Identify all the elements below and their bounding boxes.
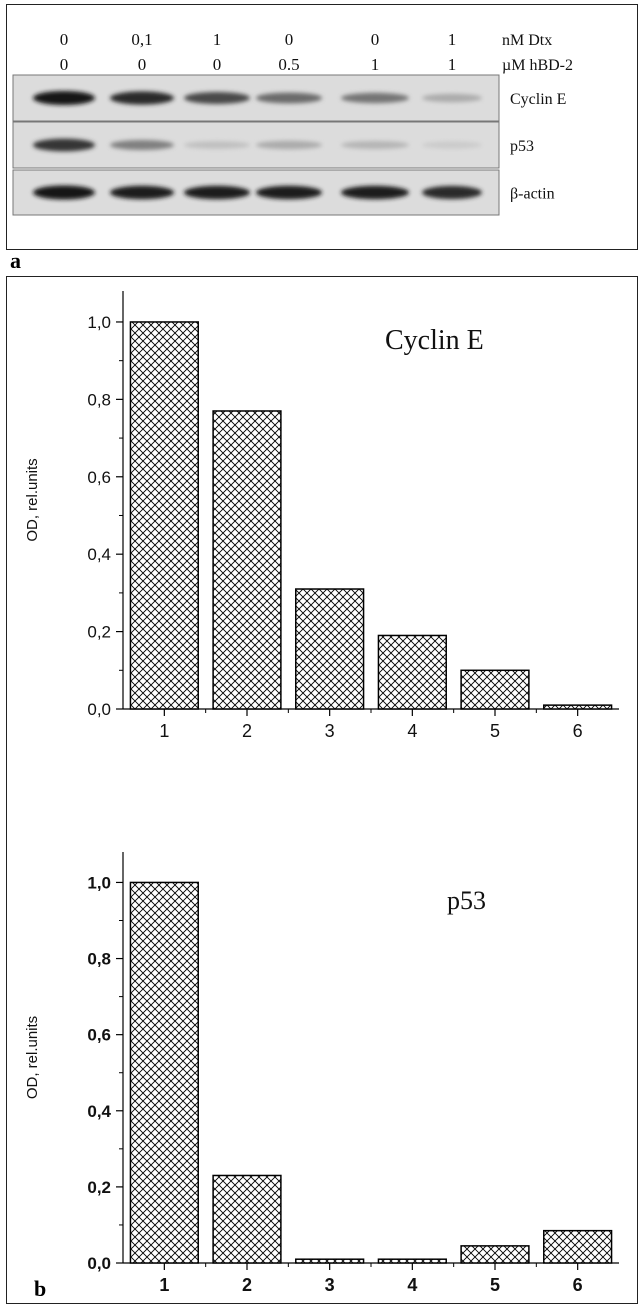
x-tick-label: 5 [490,721,500,741]
cyclin-e-chart: 0,0 0,2 0,4 0,6 0,8 1,0 OD, rel.units 1 2 3 4 5 6 Cyc… [24,291,619,741]
bar [212,1174,282,1264]
bar [129,881,199,1264]
dtx-dose-label: 0 [60,30,69,49]
bar [543,1229,613,1264]
blot-band [110,140,174,150]
protein-label: β-actin [510,186,555,203]
hbd2-dose-label: 1 [371,55,380,74]
y-tick-label: 0,8 [87,950,111,969]
y-tick-label: 0,6 [87,1026,111,1045]
bar-charts-figure: 0,0 0,2 0,4 0,6 0,8 1,0 OD, rel.units 1 2 3 4 5 6 Cyc… [24,291,619,1295]
y-tick-label: 0,4 [87,1102,111,1121]
blot-band [256,140,322,150]
blot-band [422,141,482,149]
dtx-dose-label: 1 [448,30,457,49]
chart-title: p53 [447,886,486,915]
treatment-header: 0 0,1 1 0 0 1 nM Dtx 0 0 0 0.5 1 1 µM hBD-2 [60,30,573,74]
bar [377,634,447,710]
hbd2-dose-label: 0 [138,55,147,74]
hbd2-dose-label: 1 [448,55,457,74]
bar-charts-panel: 0,0 0,2 0,4 0,6 0,8 1,0 OD, rel.units 1 2 3 4 5 6 Cyc… [6,276,638,1304]
dtx-unit-label: nM Dtx [502,32,552,49]
bar [460,669,530,710]
blot-band [33,91,95,105]
panel-a-label: a [10,248,21,273]
y-tick-label: 0,0 [87,1254,111,1273]
protein-label: Cyclin E [510,91,566,108]
y-axis-label: OD, rel.units [24,458,41,541]
y-tick-label: 1,0 [87,313,111,332]
x-tick-label: 1 [159,721,169,741]
blot-band [33,185,95,200]
y-tick-label: 0,4 [87,545,111,564]
blot-band [422,185,482,200]
western-blot-panel: 0 0,1 1 0 0 1 nM Dtx 0 0 0 0.5 1 1 µM hBD-2 Cyclin E p… [6,4,638,250]
y-axis-label: OD, rel.units [24,1016,41,1099]
y-tick-label: 1,0 [87,873,111,892]
blot-band [184,92,250,104]
y-tick-label: 0,0 [87,700,111,719]
bar [129,321,199,710]
blot-band [184,185,250,200]
blot-band [110,185,174,200]
dtx-dose-label: 0 [371,30,380,49]
blot-strip: Cyclin E [12,74,566,122]
blot-band [341,141,409,149]
blot-band [341,185,409,200]
x-tick-label: 4 [407,1275,417,1295]
western-blot-figure: 0 0,1 1 0 0 1 nM Dtx 0 0 0 0.5 1 1 µM hBD-2 Cyclin E p… [12,30,573,216]
blot-band [341,92,409,104]
x-tick-label: 6 [573,721,583,741]
x-tick-label: 5 [490,1275,500,1295]
blot-band [256,185,322,200]
x-tick-label: 2 [242,1275,252,1295]
hbd2-dose-label: 0 [213,55,222,74]
y-tick-label: 0,6 [87,468,111,487]
bar [295,1258,365,1264]
blot-band [422,93,482,103]
blot-strip: β-actin [12,169,555,216]
panel-b-label: b [34,1276,47,1301]
x-tick-label: 1 [159,1275,169,1295]
dtx-dose-label: 1 [213,30,222,49]
dtx-dose-label: 0,1 [131,30,152,49]
blot-band [184,141,250,149]
blot-band [256,92,322,104]
x-tick-label: 3 [325,721,335,741]
bar [543,704,613,710]
hbd2-dose-label: 0.5 [278,55,299,74]
hbd2-dose-label: 0 [60,55,69,74]
dtx-dose-label: 0 [285,30,294,49]
bar [212,410,282,710]
x-tick-label: 3 [325,1275,335,1295]
bar [460,1245,530,1264]
chart-title: Cyclin E [385,325,484,356]
blot-band [110,91,174,105]
blot-strips: Cyclin E p53 β-actin [12,74,566,216]
x-tick-label: 4 [407,721,417,741]
x-tick-label: 6 [573,1275,583,1295]
bar [377,1258,447,1264]
y-tick-label: 0,8 [87,390,111,409]
protein-label: p53 [510,138,534,155]
p53-chart: 0,0 0,2 0,4 0,6 0,8 1,0 OD, rel.units 1 2 3 4 5 6 p53 [24,852,619,1295]
hbd2-unit-label: µM hBD-2 [502,57,573,74]
bar [295,588,365,710]
blot-band [33,138,95,152]
blot-strip: p53 [12,121,534,169]
y-tick-label: 0,2 [87,1178,111,1197]
x-tick-label: 2 [242,721,252,741]
y-tick-label: 0,2 [87,623,111,642]
